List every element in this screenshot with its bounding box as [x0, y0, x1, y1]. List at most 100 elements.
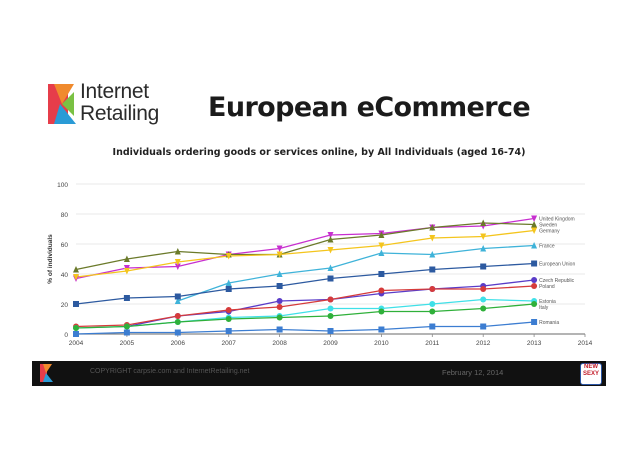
series-line — [75, 303, 535, 329]
data-point — [480, 233, 487, 240]
x-tick-label: 2013 — [527, 340, 542, 347]
series-label: United Kingdom — [539, 217, 575, 223]
logo-wordmark: Internet Retailing — [80, 81, 159, 125]
data-point — [225, 316, 232, 322]
data-point — [378, 242, 385, 249]
series-label: Estonia — [539, 299, 556, 305]
data-point — [531, 215, 538, 222]
data-point — [73, 274, 79, 281]
footer-logo-icon — [40, 364, 53, 382]
data-point — [174, 319, 181, 325]
y-axis-label: % of individuals — [47, 234, 54, 284]
data-point — [429, 251, 436, 258]
line-chart: 0 20 40 60 80 100 2004 2005 2006 2007 2008 2009 2010… — [47, 182, 593, 347]
x-tick-label: 2006 — [171, 340, 186, 347]
x-tick-label: 2011 — [425, 340, 439, 347]
data-point — [378, 249, 385, 256]
data-point — [174, 329, 181, 336]
series-line — [75, 262, 535, 305]
data-point — [429, 301, 436, 307]
data-point — [327, 264, 334, 271]
data-point — [174, 259, 181, 266]
data-point — [378, 326, 385, 333]
data-point — [73, 266, 79, 273]
data-point — [174, 263, 181, 270]
data-point — [174, 297, 181, 304]
data-point — [123, 329, 130, 336]
data-point — [480, 245, 487, 252]
x-tick-label: 2012 — [476, 340, 491, 347]
internet-retailing-logo — [48, 84, 76, 124]
data-point — [327, 247, 334, 254]
data-point — [531, 260, 538, 267]
data-point — [276, 270, 283, 277]
chart-title: Individuals ordering goods or services o… — [112, 147, 526, 158]
data-point — [480, 323, 487, 330]
data-point — [174, 293, 181, 300]
data-point — [480, 305, 487, 312]
data-point — [531, 277, 538, 283]
series-label: Poland — [539, 284, 555, 290]
promo-badge: NEW SEXY — [580, 363, 602, 385]
data-point — [531, 221, 538, 228]
data-point — [531, 319, 538, 325]
data-point — [73, 301, 79, 307]
page-title: European eCommerce — [208, 92, 531, 123]
data-point — [480, 263, 487, 270]
series-label: Romania — [539, 320, 559, 326]
data-point — [276, 314, 283, 321]
data-point — [429, 323, 436, 330]
series-label: Sweden — [539, 223, 557, 229]
data-point — [531, 301, 538, 307]
data-point — [378, 308, 385, 315]
data-point — [174, 313, 181, 319]
y-tick-label: 20 — [61, 302, 69, 309]
data-point — [531, 227, 538, 234]
y-tick-label: 0 — [64, 332, 68, 339]
data-point — [225, 328, 232, 334]
data-point — [327, 296, 334, 303]
data-point — [327, 236, 334, 243]
data-point — [276, 245, 283, 252]
x-tick-label: 2010 — [374, 340, 389, 347]
data-point — [123, 295, 130, 301]
data-point — [531, 283, 538, 289]
x-tick-label: 2008 — [272, 340, 287, 347]
data-point — [531, 242, 538, 249]
series-line — [75, 229, 535, 278]
series-label: European Union — [539, 262, 575, 268]
data-point — [327, 313, 334, 319]
series-label: France — [539, 244, 555, 250]
data-point — [327, 275, 334, 282]
series-label: Italy — [539, 305, 549, 311]
data-point — [378, 287, 385, 294]
data-point — [480, 296, 487, 303]
y-tick-label: 80 — [61, 212, 69, 219]
x-tick-label: 2009 — [323, 340, 338, 347]
series-label: Germany — [539, 229, 560, 235]
data-point — [429, 224, 436, 231]
logo-line-1: Internet — [80, 80, 149, 103]
x-tick-label: 2007 — [221, 340, 236, 347]
data-point — [73, 331, 79, 337]
data-point — [378, 271, 385, 277]
series-line — [126, 279, 535, 328]
data-point — [123, 268, 130, 275]
data-point — [123, 255, 130, 262]
series-label: Czech Republic — [539, 278, 575, 284]
data-point — [429, 266, 436, 273]
data-point — [276, 283, 283, 289]
series-line — [75, 285, 535, 328]
data-point — [429, 286, 436, 292]
data-point — [225, 286, 232, 292]
data-point — [327, 232, 334, 239]
data-point — [276, 298, 283, 304]
data-point — [225, 307, 232, 313]
data-point — [123, 323, 130, 330]
data-point — [225, 279, 232, 286]
data-point — [225, 253, 232, 260]
x-tick-label: 2014 — [578, 340, 593, 347]
data-point — [480, 286, 487, 292]
logo-line-2: Retailing — [80, 102, 160, 125]
data-point — [378, 231, 385, 238]
